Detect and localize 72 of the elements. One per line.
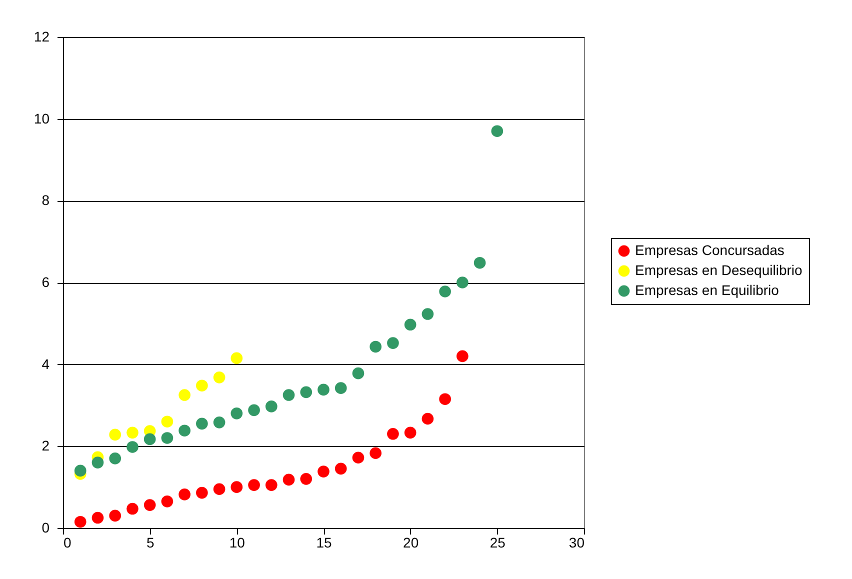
point	[422, 412, 434, 425]
x-tick-label: 15	[316, 534, 332, 550]
point	[456, 350, 468, 362]
point	[126, 426, 138, 439]
point	[109, 510, 122, 522]
point	[404, 426, 416, 439]
legend-label: Empresas Concursadas	[635, 242, 784, 258]
point	[352, 452, 364, 464]
point	[352, 367, 364, 380]
point	[92, 512, 104, 524]
legend-label: Empresas en Equilibrio	[635, 282, 780, 298]
point	[387, 337, 399, 349]
point	[144, 499, 156, 511]
point	[439, 286, 451, 298]
point	[282, 474, 295, 486]
point	[370, 447, 382, 460]
point	[334, 462, 347, 475]
point	[126, 441, 138, 453]
point	[422, 308, 434, 320]
point	[265, 400, 278, 412]
point	[109, 452, 122, 464]
point	[334, 382, 347, 394]
x-tick-label: 5	[146, 534, 154, 550]
point	[265, 479, 278, 491]
point	[109, 428, 122, 441]
point	[230, 481, 243, 493]
point	[196, 380, 208, 392]
point	[126, 502, 138, 515]
point	[92, 456, 104, 468]
point	[456, 276, 468, 288]
point	[318, 466, 330, 478]
point	[387, 428, 399, 440]
point	[74, 464, 86, 477]
point	[439, 393, 451, 406]
y-tick-label: 10	[34, 110, 50, 126]
point	[491, 125, 504, 138]
point	[318, 384, 330, 396]
point	[248, 404, 260, 416]
point	[213, 372, 226, 384]
point	[213, 416, 226, 428]
y-tick-label: 2	[42, 438, 50, 454]
point	[300, 386, 312, 398]
point	[161, 432, 174, 444]
legend-label: Empresas en Desequilibrio	[635, 262, 803, 278]
x-tick-label: 0	[64, 534, 72, 550]
point	[230, 408, 243, 420]
point	[370, 340, 382, 353]
y-tick-label: 0	[42, 520, 50, 536]
x-tick-label: 25	[490, 534, 506, 550]
x-tick-label: 20	[403, 534, 419, 550]
y-tick-label: 6	[42, 274, 50, 290]
point	[161, 496, 174, 508]
point	[178, 488, 190, 500]
point	[404, 318, 416, 331]
x-tick-label: 30	[568, 534, 585, 550]
point	[230, 352, 243, 364]
point	[74, 516, 86, 528]
point	[178, 389, 190, 401]
y-tick-label: 12	[34, 28, 50, 44]
point	[282, 389, 295, 401]
point	[248, 479, 260, 491]
point	[178, 424, 190, 437]
point	[144, 433, 156, 446]
point	[196, 486, 208, 499]
point	[161, 416, 174, 428]
x-tick-label: 10	[229, 534, 246, 550]
point	[300, 472, 312, 485]
point	[213, 483, 226, 496]
point	[474, 256, 486, 269]
y-tick-label: 4	[42, 356, 50, 372]
y-tick-label: 8	[42, 192, 50, 208]
point	[196, 418, 208, 430]
